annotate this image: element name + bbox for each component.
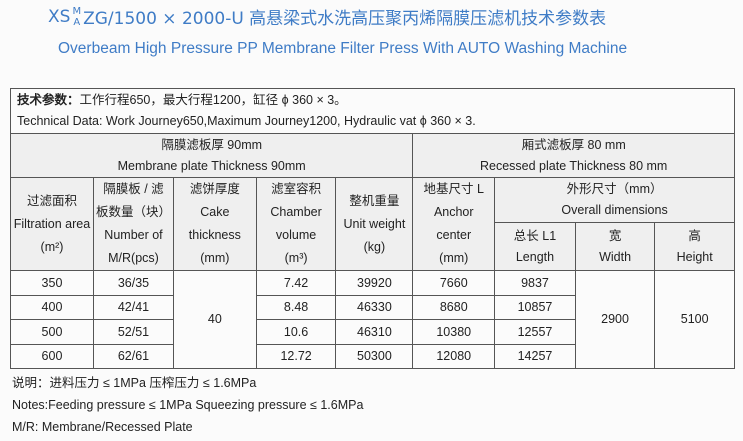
cell: 52/51 bbox=[92, 319, 174, 345]
row: 350 36/35 40 7.42 39920 7660 9837 2900 5100 bbox=[10, 270, 735, 369]
cell-line: center bbox=[436, 228, 472, 242]
cell-line: 总长 L1 bbox=[513, 228, 557, 243]
row: 500 52/51 10.6 46310 10380 12557 bbox=[10, 319, 735, 345]
plate-en: Recessed plate Thickness 80 mm bbox=[479, 158, 668, 173]
technical-en: Technical Data: Work Journey650,Maximum … bbox=[17, 114, 476, 128]
cell-line: (m³) bbox=[284, 251, 308, 265]
height-cell: 5100 bbox=[654, 270, 735, 369]
cell-line: Chamber bbox=[270, 205, 322, 219]
cell: 12080 bbox=[412, 343, 496, 369]
row: 600 62/61 12.72 50300 12080 14257 bbox=[10, 343, 735, 369]
row: 过滤面积 Filtration area (m²) 隔膜板 / 滤板数量（块） Numb… bbox=[10, 177, 735, 271]
cell: 整机重量 Unit weight (kg) bbox=[335, 177, 414, 271]
cell: 39920 bbox=[335, 270, 414, 296]
cell: 600 bbox=[10, 343, 94, 369]
cell: 400 bbox=[10, 294, 94, 320]
cell: 8680 bbox=[412, 294, 496, 320]
cell-line: Cake bbox=[200, 205, 230, 219]
cell: 滤室容积 Chamber volume (m³) bbox=[255, 177, 337, 271]
cell: 42/41 bbox=[92, 294, 174, 320]
cell-line: volume bbox=[275, 228, 317, 242]
cell-line: (kg) bbox=[363, 239, 386, 254]
cell: 总长 L1 Length bbox=[494, 222, 576, 271]
cell: 7660 bbox=[412, 270, 496, 296]
plate-cell: 厢式滤板厚 80 mm Recessed plate Thickness 80 m… bbox=[412, 133, 735, 178]
cell: 过滤面积 Filtration area (m²) bbox=[10, 177, 94, 271]
cell: 隔膜板 / 滤板数量（块） Number of M/R(pcs) bbox=[92, 177, 174, 271]
cell-line: (m²) bbox=[40, 239, 64, 254]
cell: 36/35 bbox=[92, 270, 174, 296]
technical-cn: 技术参数：工作行程650，最大行程1200，缸径 ϕ 360 × 3。 bbox=[17, 90, 732, 111]
cell-line: Anchor bbox=[433, 205, 474, 219]
cell-line: (mm) bbox=[200, 251, 230, 265]
cell-line: 高 bbox=[688, 228, 701, 243]
cell: 46310 bbox=[335, 319, 414, 345]
cell-line: 滤饼厚度 bbox=[189, 182, 240, 196]
cell-line: Overall dimensions bbox=[561, 203, 668, 217]
cell: 地基尺寸 L Anchor center (mm) bbox=[412, 177, 496, 271]
cell: 14257 bbox=[494, 343, 576, 369]
cell: 9837 bbox=[494, 270, 576, 296]
plate-cell: 隔膜滤板厚 90mm Membrane plate Thickness 90mm bbox=[9, 133, 414, 178]
technical-cell: 技术参数：工作行程650，最大行程1200，缸径 ϕ 360 × 3。 Techn… bbox=[10, 88, 735, 134]
cell-line: 地基尺寸 L bbox=[423, 182, 484, 196]
notes: 说明：进料压力 ≤ 1MPa 压榨压力 ≤ 1.6MPa Notes:Feedin… bbox=[12, 372, 363, 438]
cell: 62/61 bbox=[92, 343, 174, 369]
row: 总长 L1 Length 宽 Width 高 Height bbox=[11, 222, 735, 271]
cell-line: Height bbox=[676, 249, 713, 264]
technical-label: 技术参数： bbox=[17, 93, 80, 107]
cell-line: thickness bbox=[188, 228, 241, 242]
cell: 外形尺寸（mm） Overall dimensions bbox=[494, 177, 735, 223]
cell-line: 滤室容积 bbox=[271, 182, 322, 196]
cell-line: Unit weight bbox=[343, 216, 406, 231]
cell-line: 过滤面积 bbox=[26, 193, 77, 208]
cell: 8.48 bbox=[255, 294, 337, 320]
row: 技术参数：工作行程650，最大行程1200，缸径 ϕ 360 × 3。 Techn… bbox=[10, 88, 735, 134]
cell: 7.42 bbox=[255, 270, 337, 296]
cell-line: (mm) bbox=[439, 251, 469, 265]
note: Notes:Feeding pressure ≤ 1MPa Squeezing … bbox=[12, 398, 364, 412]
title-prefix: XS bbox=[48, 6, 71, 27]
cell: 500 bbox=[10, 319, 94, 345]
cell-line: 板数量（块） bbox=[95, 205, 171, 219]
row: 隔膜滤板厚 90mm Membrane plate Thickness 90mm 厢… bbox=[9, 133, 735, 178]
cell: 10.6 bbox=[255, 319, 337, 345]
cell-line: 隔膜板 / 滤 bbox=[103, 182, 164, 196]
cell-line: 整机重量 bbox=[349, 193, 400, 208]
cell: 50300 bbox=[335, 343, 414, 369]
cell-line: Length bbox=[515, 249, 555, 264]
cell-line: Number of bbox=[104, 228, 163, 242]
title-text: ZG/1500 × 2000-U 高悬梁式水洗高压聚丙烯隔膜压滤机技术参数表 bbox=[83, 9, 607, 29]
cell-line: 宽 bbox=[608, 228, 622, 243]
technical-cn-text: 工作行程650，最大行程1200，缸径 ϕ 360 × 3。 bbox=[79, 93, 347, 107]
cell: 12557 bbox=[494, 319, 576, 345]
note: M/R: Membrane/Recessed Plate bbox=[12, 420, 193, 434]
cell: 高 Height bbox=[654, 222, 735, 271]
width-cell: 2900 bbox=[574, 270, 656, 369]
plate-en: Membrane plate Thickness 90mm bbox=[117, 158, 306, 173]
cell: 10380 bbox=[412, 319, 496, 345]
cell-line: 外形尺寸（mm） bbox=[566, 182, 663, 196]
cell: 350 bbox=[10, 270, 94, 296]
cell: 10857 bbox=[494, 294, 576, 320]
cell: 滤饼厚度 Cake thickness (mm) bbox=[172, 177, 257, 271]
title-sub: A bbox=[73, 16, 81, 28]
note: 说明：进料压力 ≤ 1MPa 压榨压力 ≤ 1.6MPa bbox=[12, 376, 257, 390]
cake-cell: 40 bbox=[172, 270, 257, 369]
title-sup: M bbox=[72, 5, 82, 17]
plate-cn: 隔膜滤板厚 90mm bbox=[161, 137, 263, 152]
cell: 宽 Width bbox=[574, 222, 656, 271]
cell-line: M/R(pcs) bbox=[108, 251, 159, 265]
cell: 12.72 bbox=[255, 343, 337, 369]
cell: 46330 bbox=[335, 294, 414, 320]
plate-cn: 厢式滤板厚 80 mm bbox=[521, 137, 626, 152]
cell-line: Filtration area bbox=[13, 216, 91, 231]
subtitle: Overbeam High Pressure PP Membrane Filte… bbox=[58, 40, 628, 57]
cell-line: Width bbox=[599, 249, 632, 264]
spec-table: 技术参数：工作行程650，最大行程1200，缸径 ϕ 360 × 3。 Techn… bbox=[9, 88, 735, 369]
